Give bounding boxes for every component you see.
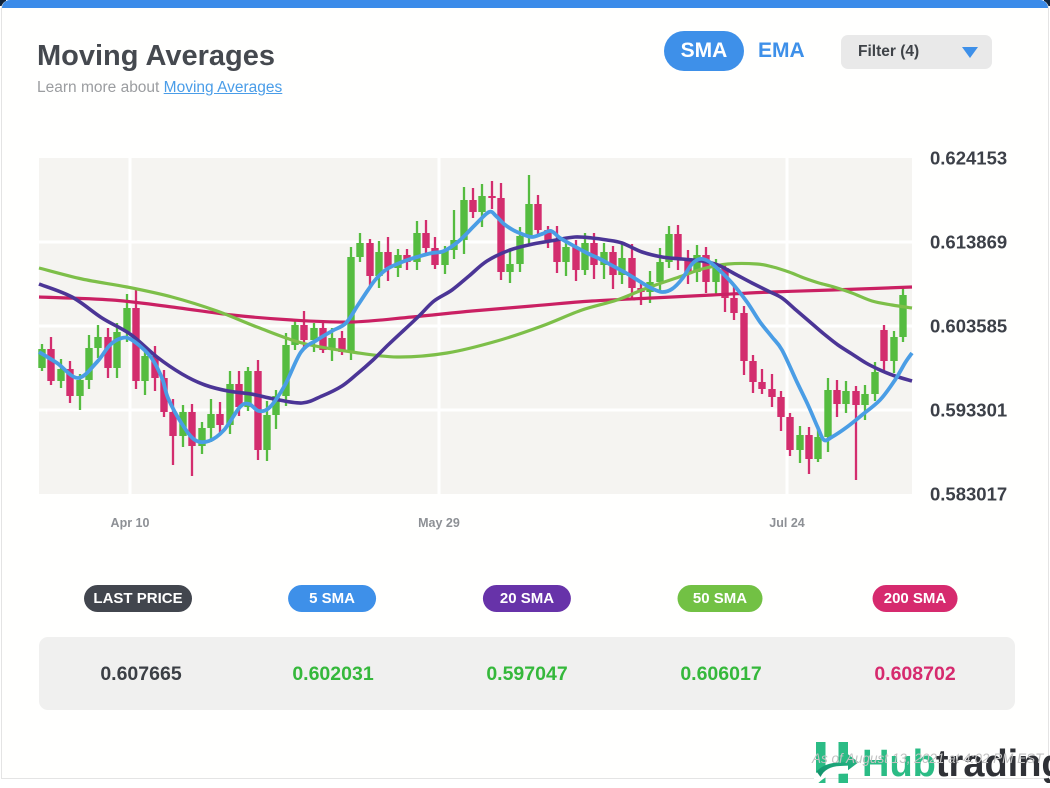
- svg-text:Hubtrading: Hubtrading: [862, 743, 1050, 783]
- svg-text:0.624153: 0.624153: [930, 148, 1007, 169]
- svg-text:0.593301: 0.593301: [930, 400, 1007, 421]
- svg-text:May 29: May 29: [418, 516, 460, 530]
- svg-text:Apr 10: Apr 10: [111, 516, 150, 530]
- svg-text:0.603585: 0.603585: [930, 316, 1007, 337]
- svg-text:0.583017: 0.583017: [930, 484, 1007, 505]
- svg-text:0.613869: 0.613869: [930, 232, 1007, 253]
- svg-text:Jul 24: Jul 24: [769, 516, 804, 530]
